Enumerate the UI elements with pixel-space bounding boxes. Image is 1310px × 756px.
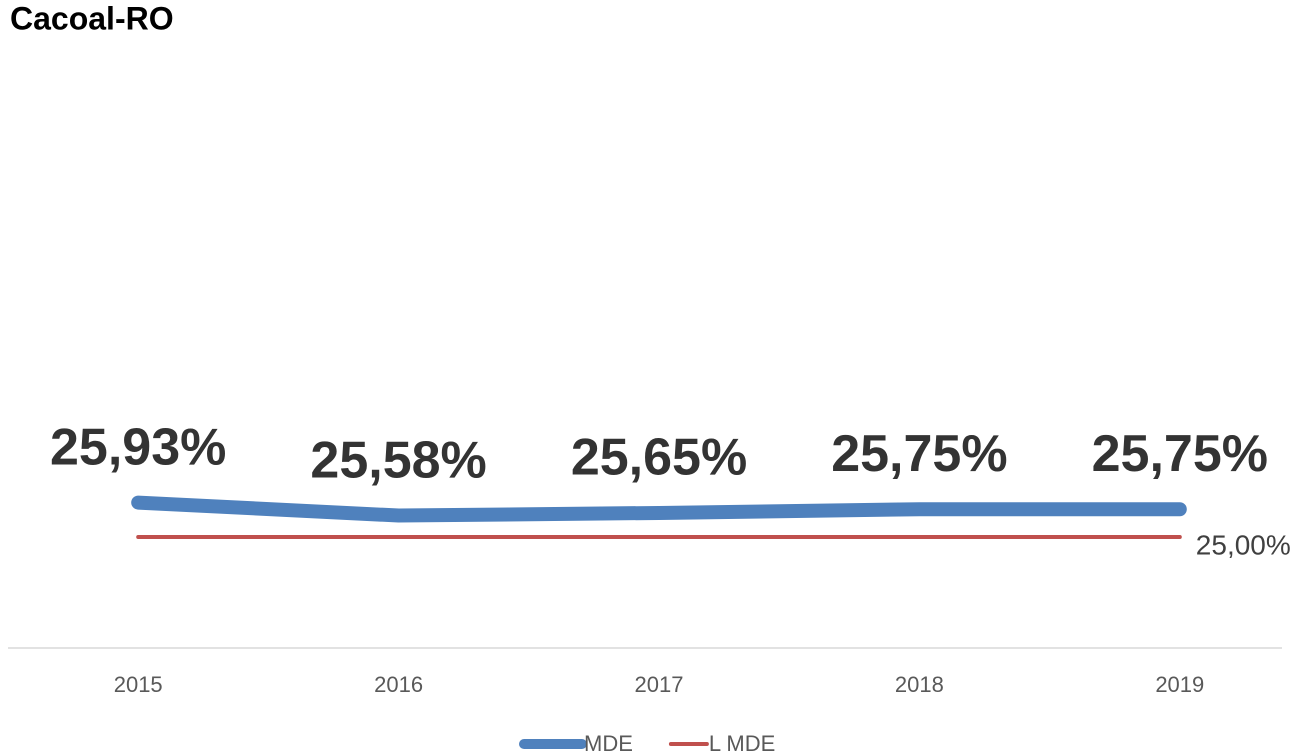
x-tick-label: 2015 (114, 672, 163, 697)
chart-title: Cacoal-RO (10, 0, 174, 36)
x-tick-label: 2018 (895, 672, 944, 697)
x-tick-label: 2017 (635, 672, 684, 697)
data-label: 25,75% (831, 425, 1007, 483)
data-label: 25,65% (571, 429, 747, 487)
x-tick-label: 2019 (1155, 672, 1204, 697)
data-label: 25,58% (310, 431, 486, 489)
series-line (131, 495, 1187, 523)
x-tick-label: 2016 (374, 672, 423, 697)
legend-label: MDE (584, 731, 633, 756)
data-label: 25,00% (1196, 529, 1291, 560)
data-label: 25,93% (50, 418, 226, 476)
legend-label: L MDE (709, 731, 775, 756)
data-label: 25,75% (1092, 425, 1268, 483)
